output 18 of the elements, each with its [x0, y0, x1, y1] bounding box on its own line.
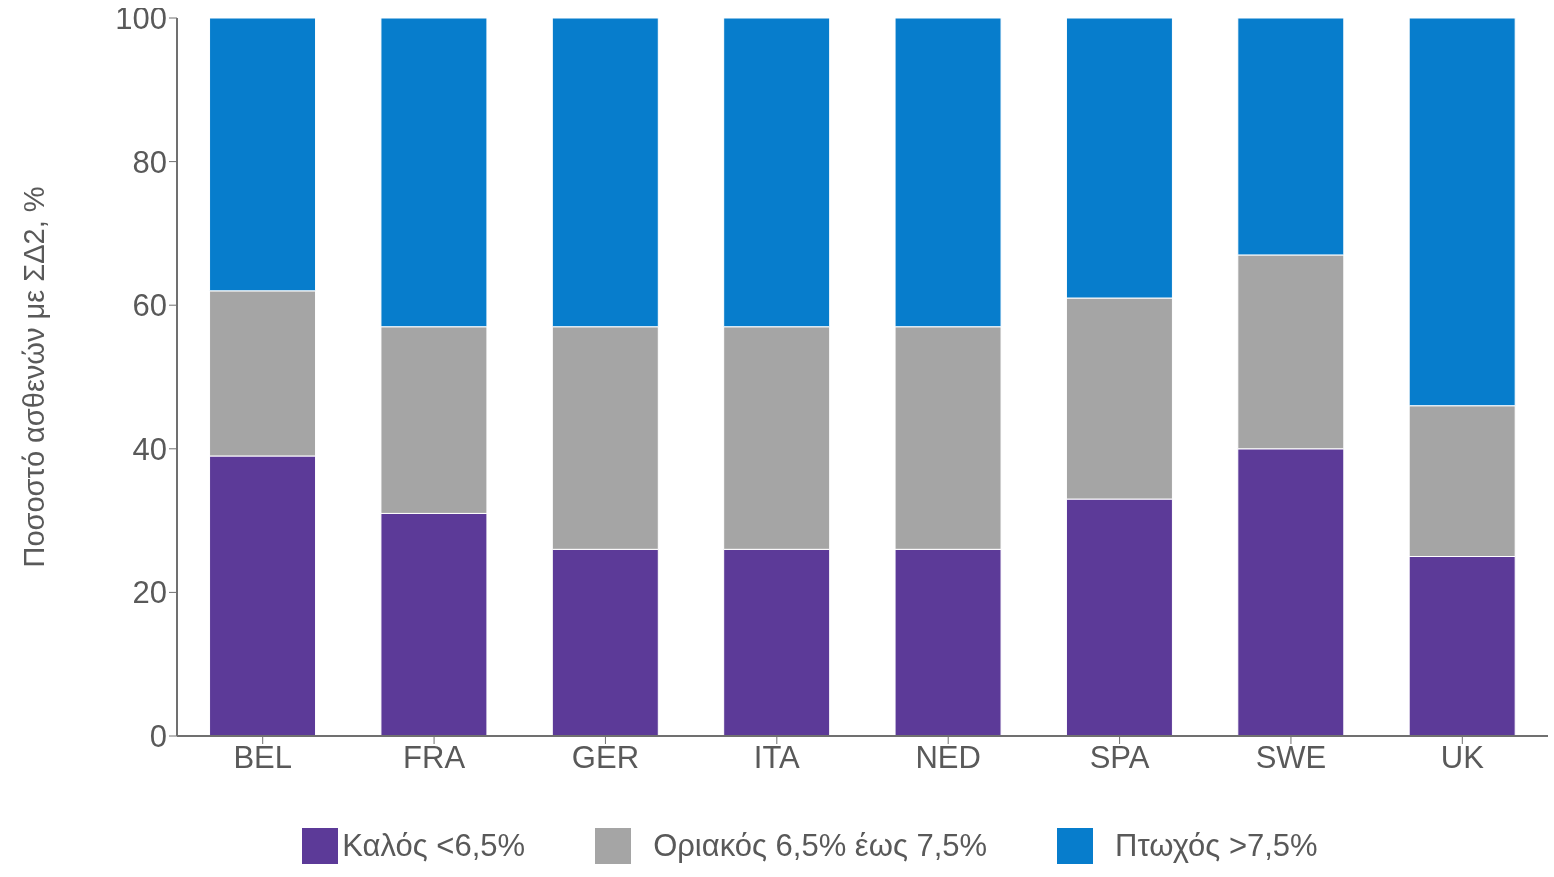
x-tick-label: ITA	[753, 740, 801, 776]
x-tick-label: GER	[571, 740, 640, 776]
y-tick-label: 40	[132, 431, 167, 467]
legend-label: Οριακός 6,5% έως 7,5%	[653, 828, 988, 864]
x-tick-label: NED	[915, 740, 981, 776]
y-tick-label: 100	[115, 1, 167, 37]
legend-label: Πτωχός >7,5%	[1115, 828, 1318, 864]
y-tick-label: 0	[149, 719, 167, 755]
x-tick-label: SWE	[1255, 740, 1327, 776]
y-tick-label: 60	[132, 288, 167, 324]
x-tick-label: UK	[1440, 740, 1485, 776]
y-tick-label: 20	[132, 575, 167, 611]
x-tick-label: FRA	[403, 740, 466, 776]
x-tick-label: SPA	[1089, 740, 1150, 776]
x-tick-label: BEL	[233, 740, 292, 776]
y-tick-label: 80	[132, 144, 167, 180]
legend-label: Καλός <6,5%	[342, 828, 526, 864]
y-axis-title: Ποσοστό ασθενών με ΣΔ2, %	[18, 186, 51, 568]
